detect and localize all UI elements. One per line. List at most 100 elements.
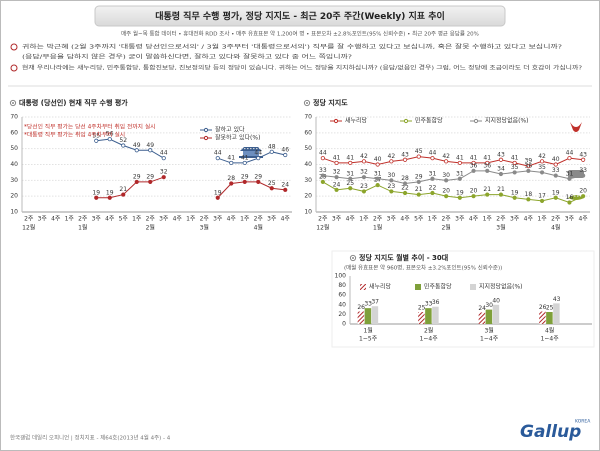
month-label: 3월 — [496, 224, 505, 232]
point — [498, 157, 504, 162]
y-tick-label: 60 — [304, 129, 312, 136]
value-label: 32 — [333, 169, 341, 176]
point — [334, 175, 339, 180]
point — [348, 186, 353, 191]
y-tick-label: 30 — [304, 177, 312, 184]
x-tick-label: 4주 — [469, 216, 479, 223]
point — [215, 156, 220, 161]
x-tick-label: 5주 — [119, 216, 129, 223]
y-tick-label: 10 — [304, 209, 312, 216]
x-tick-sublabel: 1~4주 — [420, 336, 439, 343]
value-label: 43 — [553, 296, 561, 303]
value-label: 19 — [511, 189, 519, 196]
point — [375, 162, 380, 167]
value-label: 56 — [106, 131, 114, 138]
point — [402, 157, 408, 162]
y-tick-label: 20 — [10, 193, 18, 200]
legend-marker — [473, 118, 479, 124]
month-label: 4월 — [551, 224, 560, 232]
value-label: 41 — [333, 154, 341, 161]
x-tick-label: 1주 — [132, 216, 142, 223]
x-tick-label: 1주 — [65, 216, 75, 223]
title-band — [94, 5, 506, 27]
point — [457, 176, 462, 181]
x-tick-label: 2주 — [200, 216, 210, 223]
point — [348, 176, 353, 181]
x-tick-label: 3주 — [38, 216, 48, 223]
value-label: 29 — [415, 173, 423, 180]
point — [375, 176, 380, 181]
point — [512, 195, 517, 200]
value-label: 44 — [160, 150, 168, 157]
y-tick-label: 10 — [10, 209, 18, 216]
value-label: 32 — [360, 169, 368, 176]
x-tick-label: 3주 — [510, 216, 520, 223]
value-label: 44 — [429, 150, 437, 157]
point — [471, 168, 476, 173]
value-label: 41 — [456, 154, 464, 161]
series-line — [322, 170, 584, 185]
month-label: 2월 — [441, 224, 450, 232]
series-line — [322, 181, 584, 204]
chart-title: 정당 지지도 — [313, 98, 348, 107]
month-label: 3월 — [200, 224, 209, 232]
bar — [478, 312, 486, 324]
legend-swatch — [470, 284, 476, 290]
series-line — [96, 138, 286, 164]
legend-label: 지지정당없음(%) — [479, 283, 523, 291]
month-label: 12월 — [316, 224, 329, 232]
bar — [539, 311, 546, 324]
x-tick-label: 1주 — [186, 216, 196, 223]
x-tick-label: 1주 — [240, 216, 250, 223]
value-label: 26 — [539, 304, 547, 311]
value-label: 44 — [566, 150, 574, 157]
point — [121, 192, 126, 197]
legend-label: 지지정당없음(%) — [485, 117, 529, 125]
value-label: 20 — [579, 188, 587, 195]
value-label: 30 — [388, 172, 396, 179]
y-tick-label: 20 — [338, 311, 346, 318]
point — [361, 189, 367, 194]
point — [581, 157, 586, 162]
value-label: 31 — [566, 170, 574, 177]
question: 귀하는 박근혜 (2월 3주까지 '대통령 당선인으로서의' / 3월 3주부터… — [22, 43, 562, 51]
point — [148, 148, 153, 153]
legend-label: 민주통합당 — [415, 117, 443, 125]
bar — [432, 306, 439, 324]
x-tick-label: 2월 — [424, 327, 433, 335]
point — [161, 175, 166, 180]
value-label: 21 — [119, 186, 127, 193]
title-bullet — [9, 99, 17, 107]
value-label: 41 — [511, 154, 519, 161]
x-tick-label: 2주 — [254, 216, 264, 223]
point — [498, 192, 504, 197]
point — [553, 162, 558, 167]
x-tick-label: 3주 — [332, 216, 342, 223]
point — [512, 170, 517, 175]
x-tick-label: 3주 — [455, 216, 465, 223]
y-tick-label: 60 — [10, 129, 18, 136]
value-label: 41 — [227, 154, 235, 161]
question-bullet — [10, 64, 18, 72]
y-tick-label: 0 — [342, 321, 346, 328]
x-tick-label: 3주 — [213, 216, 223, 223]
x-tick-label: 4주 — [281, 216, 291, 223]
point — [334, 187, 339, 192]
x-tick-label: 1월 — [363, 327, 372, 335]
legend-swatch — [415, 284, 421, 290]
value-label: 19 — [214, 189, 222, 196]
x-tick-label: 1주 — [359, 216, 369, 223]
legend-marker — [403, 118, 409, 124]
value-label: 31 — [456, 170, 464, 177]
point — [94, 195, 99, 200]
point — [526, 163, 531, 169]
point — [283, 152, 288, 158]
bar — [492, 304, 500, 324]
note: *대통령 직무 평가는 취임 4주차부터 실시 — [24, 131, 125, 139]
point — [485, 168, 490, 173]
point — [567, 156, 572, 161]
value-label: 41 — [346, 154, 354, 161]
x-tick-sublabel: 1~5주 — [359, 336, 378, 343]
point — [389, 159, 394, 164]
value-label: 49 — [146, 142, 154, 149]
